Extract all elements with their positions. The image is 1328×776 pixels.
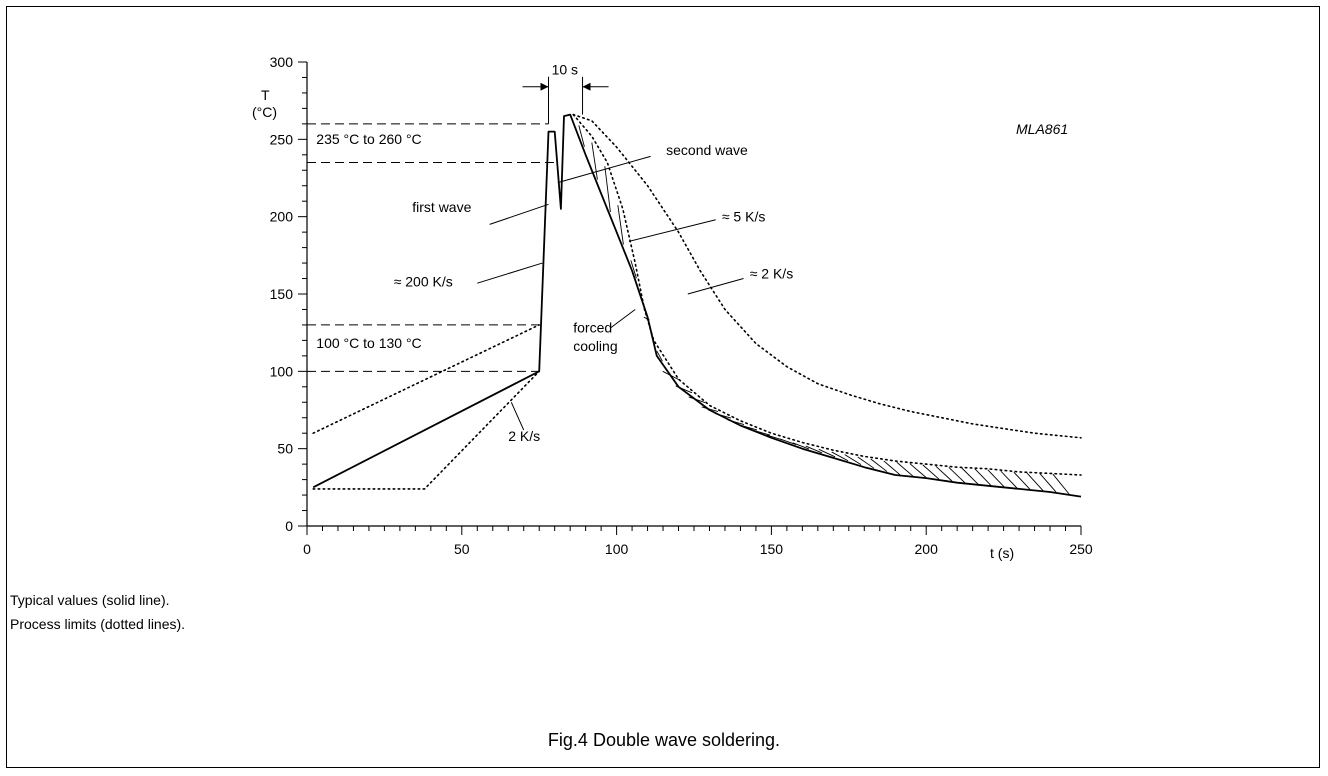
x-axis-label: t (s): [990, 545, 1014, 561]
hatch-stroke: [857, 456, 875, 469]
annotation-2: 10 s: [552, 61, 578, 77]
hatch-stroke: [591, 142, 598, 180]
hatch-stroke: [987, 469, 1005, 488]
annotation-0: 235 °C to 260 °C: [316, 131, 421, 147]
annotation-10: cooling: [573, 338, 617, 354]
hatch-stroke: [779, 438, 797, 445]
hatch-stroke: [831, 451, 849, 462]
leader-line-1: [557, 155, 651, 184]
hatch-stroke: [617, 205, 624, 245]
hatch-stroke: [844, 454, 862, 466]
hatch-stroke: [896, 461, 914, 477]
note-limits: Process limits (dotted lines).: [10, 616, 186, 632]
hatch-stroke: [1039, 473, 1057, 493]
reference-lines: [307, 123, 555, 372]
x-tick-label-150: 150: [760, 541, 784, 557]
hatch-stroke: [935, 465, 953, 482]
hatch-stroke: [656, 350, 663, 362]
y-tick-label-300: 300: [270, 54, 294, 70]
y-tick-label-100: 100: [270, 363, 294, 379]
hatch-stroke: [805, 445, 823, 454]
y-axis-label: T: [261, 87, 270, 103]
hatch-stroke: [974, 468, 992, 486]
y-tick-label-150: 150: [270, 286, 294, 302]
figure-frame: [6, 6, 1320, 768]
chart: 0 50 100 150 200 250 0 50 100 150 200 250 300 235 °C…: [252, 54, 1093, 561]
hatch-stroke: [630, 260, 637, 279]
annotation-labels: 235 °C to 260 °C 100 °C to 130 °C 10 s firs…: [316, 61, 793, 444]
leader-line-4: [687, 278, 744, 295]
hatch-stroke: [909, 463, 927, 478]
annotation-8: 2 K/s: [508, 428, 540, 444]
leader-line-0: [489, 203, 549, 225]
y-tick-label-50: 50: [277, 441, 293, 457]
hatch-stroke: [604, 166, 611, 213]
hatch-stroke: [1026, 472, 1044, 492]
series-line-2: [572, 113, 1082, 439]
leader-line-5: [510, 402, 525, 431]
axes: 0 50 100 150 200 250 0 50 100 150 200 250 300: [270, 54, 1093, 557]
annotation-leaders: [477, 155, 744, 431]
hatch-stroke: [948, 467, 966, 484]
y-tick-label-250: 250: [270, 131, 294, 147]
series-line-0: [312, 113, 1082, 498]
note-typical: Typical values (solid line).: [10, 592, 170, 608]
hatch-stroke: [1052, 473, 1070, 495]
x-tick-label-50: 50: [454, 541, 470, 557]
interval-marker: [522, 76, 609, 124]
x-tick-label-0: 0: [303, 541, 311, 557]
hatch-stroke: [578, 125, 585, 147]
y-axis-unit: (°C): [252, 104, 277, 120]
x-tick-label-100: 100: [605, 541, 629, 557]
hatch-stroke: [1013, 471, 1031, 490]
y-tick-label-0: 0: [285, 518, 293, 534]
hatch-stroke: [870, 458, 888, 472]
annotation-3: first wave: [412, 199, 471, 215]
hatch-stroke: [792, 442, 810, 450]
annotation-7: ≈ 2 K/s: [750, 266, 793, 282]
annotation-4: second wave: [666, 142, 748, 158]
leader-line-6: [610, 309, 636, 329]
annotation-5: ≈ 200 K/s: [394, 273, 453, 289]
leader-line-3: [628, 219, 716, 242]
hatch-stroke: [1000, 470, 1018, 489]
hatch-stroke: [818, 448, 836, 458]
series-line-3: [312, 324, 541, 435]
x-tick-label-250: 250: [1069, 541, 1093, 557]
x-tick-label-200: 200: [915, 541, 939, 557]
hatch-stroke: [961, 467, 979, 485]
annotation-1: 100 °C to 130 °C: [316, 335, 421, 351]
series-line-1: [572, 113, 1082, 476]
figure-code: MLA861: [1016, 121, 1068, 137]
series-group: [312, 113, 1082, 498]
y-tick-label-200: 200: [270, 209, 294, 225]
figure-caption: Fig.4 Double wave soldering.: [547, 730, 781, 750]
annotation-9: forced: [573, 320, 612, 336]
leader-line-2: [477, 262, 543, 284]
series-line-4: [312, 370, 541, 490]
annotation-6: ≈ 5 K/s: [722, 208, 765, 224]
cooling-hatch-region: [578, 125, 1070, 495]
hatch-stroke: [922, 464, 940, 480]
hatch-stroke: [883, 460, 901, 476]
